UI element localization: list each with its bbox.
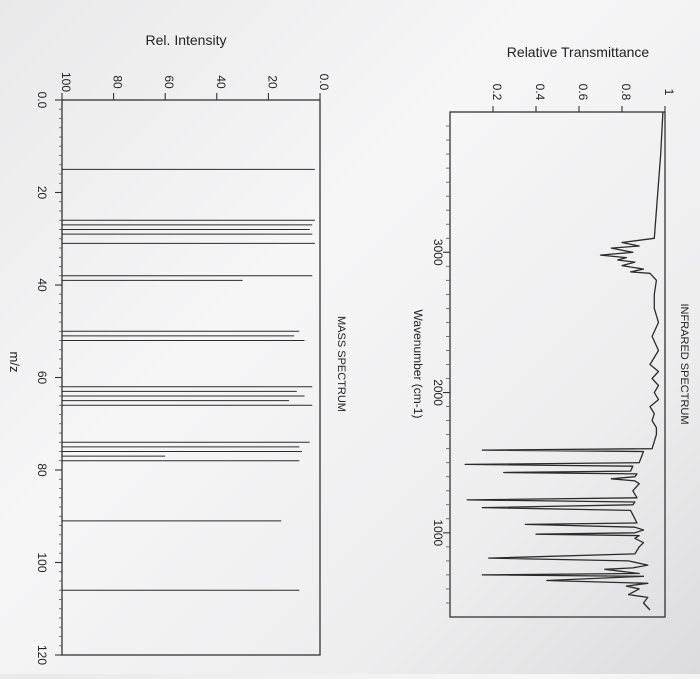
ir-y-tick-label: 0.4 <box>533 84 547 101</box>
ir-plot-frame <box>449 111 666 618</box>
ms-ylabel: Rel. Intensity <box>146 32 227 48</box>
ir-ylabel: Relative Transmittance <box>507 44 650 60</box>
ms-x-tick-label: 40 <box>35 278 49 292</box>
ms-axes: 100 80 60 40 20 0.0 0.0 20 40 60 80 100 120 <box>35 72 331 665</box>
ms-y-tick-label: 0.0 <box>317 74 331 91</box>
ir-x-tick-label: 1000 <box>431 519 445 546</box>
ir-xlabel: Wavenumber (cm-1) <box>411 310 425 419</box>
ms-x-tick-label: 120 <box>35 645 49 665</box>
ms-peaks <box>62 168 315 591</box>
ms-y-tick-label: 100 <box>59 72 73 92</box>
ms-xlabel: m/z <box>7 352 22 373</box>
ms-x-tick-label: 80 <box>35 463 49 477</box>
ir-y-tick-label: 0.6 <box>576 84 590 101</box>
ms-y-tick-label: 20 <box>265 75 279 89</box>
ir-x-tick-label: 2000 <box>431 379 445 406</box>
ms-y-tick-label: 60 <box>162 75 176 89</box>
ms-plot-frame <box>61 99 321 656</box>
ir-x-tick-label: 3000 <box>431 239 445 266</box>
ir-y-tick-label: 0.8 <box>619 84 633 101</box>
ms-y-tick-label: 40 <box>214 75 228 89</box>
ir-transmittance-line <box>464 111 664 611</box>
mass-spectrum-chart: 100 80 60 40 20 0.0 0.0 20 40 60 80 100 120 MASS SPE… <box>7 32 347 665</box>
ms-x-tick-label: 20 <box>35 186 49 200</box>
ir-title: INFRARED SPECTRUM <box>678 303 690 424</box>
ir-y-tick-label: 0.2 <box>490 84 504 101</box>
ir-axes: 1 0.8 0.6 0.4 0.2 3000 2000 1000 <box>431 84 676 604</box>
ms-x-tick-label: 100 <box>35 552 49 572</box>
ms-y-tick-label: 80 <box>111 75 125 89</box>
ir-trace <box>464 111 664 611</box>
infrared-spectrum-chart: 1 0.8 0.6 0.4 0.2 3000 2000 1000 INFRARED SPECT… <box>411 44 690 618</box>
ms-x-tick-label: 0.0 <box>35 92 49 109</box>
ms-x-tick-label: 60 <box>35 371 49 385</box>
ms-title: MASS SPECTRUM <box>335 316 347 412</box>
ir-y-tick-label: 1 <box>662 89 676 96</box>
